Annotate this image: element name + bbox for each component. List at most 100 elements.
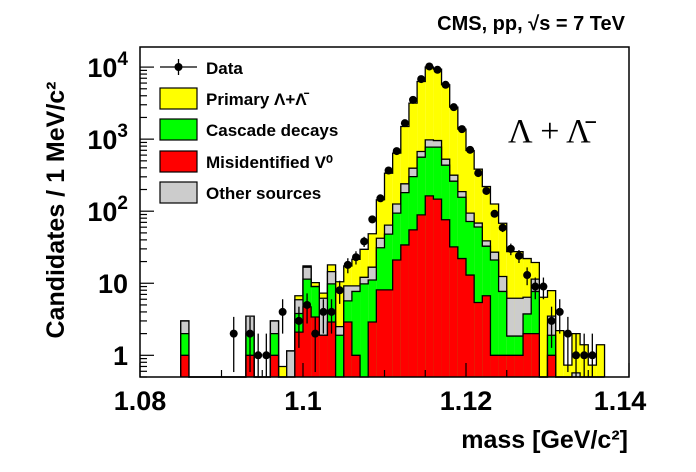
data-point (539, 277, 548, 300)
histogram-bin (433, 199, 442, 377)
histogram-bin (466, 275, 475, 377)
histogram-bin (498, 291, 507, 377)
legend-swatch (159, 118, 198, 141)
data-marker (417, 75, 426, 84)
data-marker (360, 237, 369, 246)
data-marker (572, 351, 581, 360)
histogram-bin (457, 258, 466, 377)
data-marker (351, 253, 360, 262)
data-point (441, 80, 450, 89)
data-marker (563, 329, 572, 338)
y-tick-label: 102 (87, 193, 128, 227)
data-marker (376, 194, 385, 203)
data-marker (229, 329, 238, 338)
data-marker (514, 251, 523, 260)
histogram-bin (555, 330, 564, 377)
data-point (449, 103, 458, 112)
legend-label: Primary Λ+Λ̄ (206, 90, 310, 109)
data-point (466, 145, 475, 154)
data-point (555, 299, 564, 334)
data-marker (335, 286, 344, 295)
histogram-bin (441, 219, 450, 377)
data-marker (425, 62, 434, 71)
y-tick-label: 103 (87, 121, 128, 155)
data-point (343, 258, 352, 274)
data-marker (449, 103, 458, 112)
data-marker (278, 307, 287, 316)
data-marker (303, 300, 312, 309)
legend-item-cascade: Cascade decays (159, 118, 338, 141)
data-marker (441, 80, 450, 89)
data-point (327, 299, 336, 334)
histogram-bin (417, 214, 426, 377)
data-point (572, 333, 581, 377)
data-marker (319, 307, 328, 316)
legend-item-other: Other sources (159, 181, 321, 204)
y-axis-label: Candidates / 1 MeV/c² (42, 81, 70, 338)
histogram-bin (490, 260, 499, 377)
data-point (246, 316, 255, 373)
y-tick-labels: 1 10 102 103 104 (87, 49, 128, 371)
histogram-bin (514, 355, 524, 377)
data-point (262, 333, 271, 377)
data-marker (294, 316, 303, 325)
data-point (400, 119, 409, 128)
data-points (229, 62, 597, 377)
y-tick-label: 104 (87, 49, 128, 83)
histogram-bin (392, 260, 401, 377)
histogram-bin (286, 350, 295, 377)
data-marker (531, 282, 540, 291)
histogram-bin (360, 283, 369, 377)
histogram-bin (180, 355, 189, 377)
data-marker (539, 282, 548, 291)
data-marker (555, 307, 564, 316)
y-tick-label: 10 (98, 269, 128, 299)
legend-label: Cascade decays (206, 121, 338, 140)
chart-title: CMS, pp, √s = 7 TeV (437, 13, 626, 35)
x-tick-labels: 1.08 1.1 1.12 1.14 (114, 386, 647, 416)
data-point (457, 125, 466, 134)
histogram-bin (408, 229, 418, 377)
data-point (311, 316, 320, 373)
histogram-bin (482, 295, 491, 377)
data-marker-icon (174, 63, 183, 71)
data-point (433, 65, 442, 74)
histogram-bin (278, 366, 287, 377)
histogram-bin (474, 302, 483, 377)
data-marker (457, 125, 466, 134)
histogram-bin (303, 306, 312, 377)
histogram-bin (547, 355, 556, 377)
data-marker (311, 329, 320, 338)
data-marker (506, 244, 515, 253)
data-point (588, 333, 597, 377)
histogram-bin (400, 244, 409, 377)
data-marker (327, 307, 336, 316)
data-point (523, 267, 532, 286)
histogram-bin (490, 355, 499, 377)
data-point (376, 194, 385, 203)
data-marker (523, 271, 532, 280)
data-marker (409, 95, 418, 104)
legend-item-data: Data (160, 59, 243, 78)
x-tick-label: 1.1 (284, 386, 322, 416)
histogram-bin (270, 355, 279, 377)
legend-swatch (159, 150, 198, 173)
histogram-bin (335, 335, 344, 377)
annotation-label: Λ + Λ̄ (508, 113, 597, 150)
data-marker (580, 351, 589, 360)
data-point (319, 299, 328, 334)
x-tick-label: 1.14 (594, 386, 647, 416)
data-point (474, 169, 483, 178)
data-marker (246, 329, 255, 338)
histogram-bin (294, 332, 303, 377)
histogram-bin (319, 335, 328, 377)
data-point (531, 277, 540, 300)
data-marker (547, 316, 556, 325)
histogram-bin (539, 297, 548, 377)
data-marker (466, 145, 475, 154)
x-axis-label: mass [GeV/c²] (461, 426, 628, 454)
data-point (254, 333, 263, 377)
data-marker (482, 186, 491, 195)
data-point (278, 299, 287, 334)
data-marker (254, 351, 263, 360)
